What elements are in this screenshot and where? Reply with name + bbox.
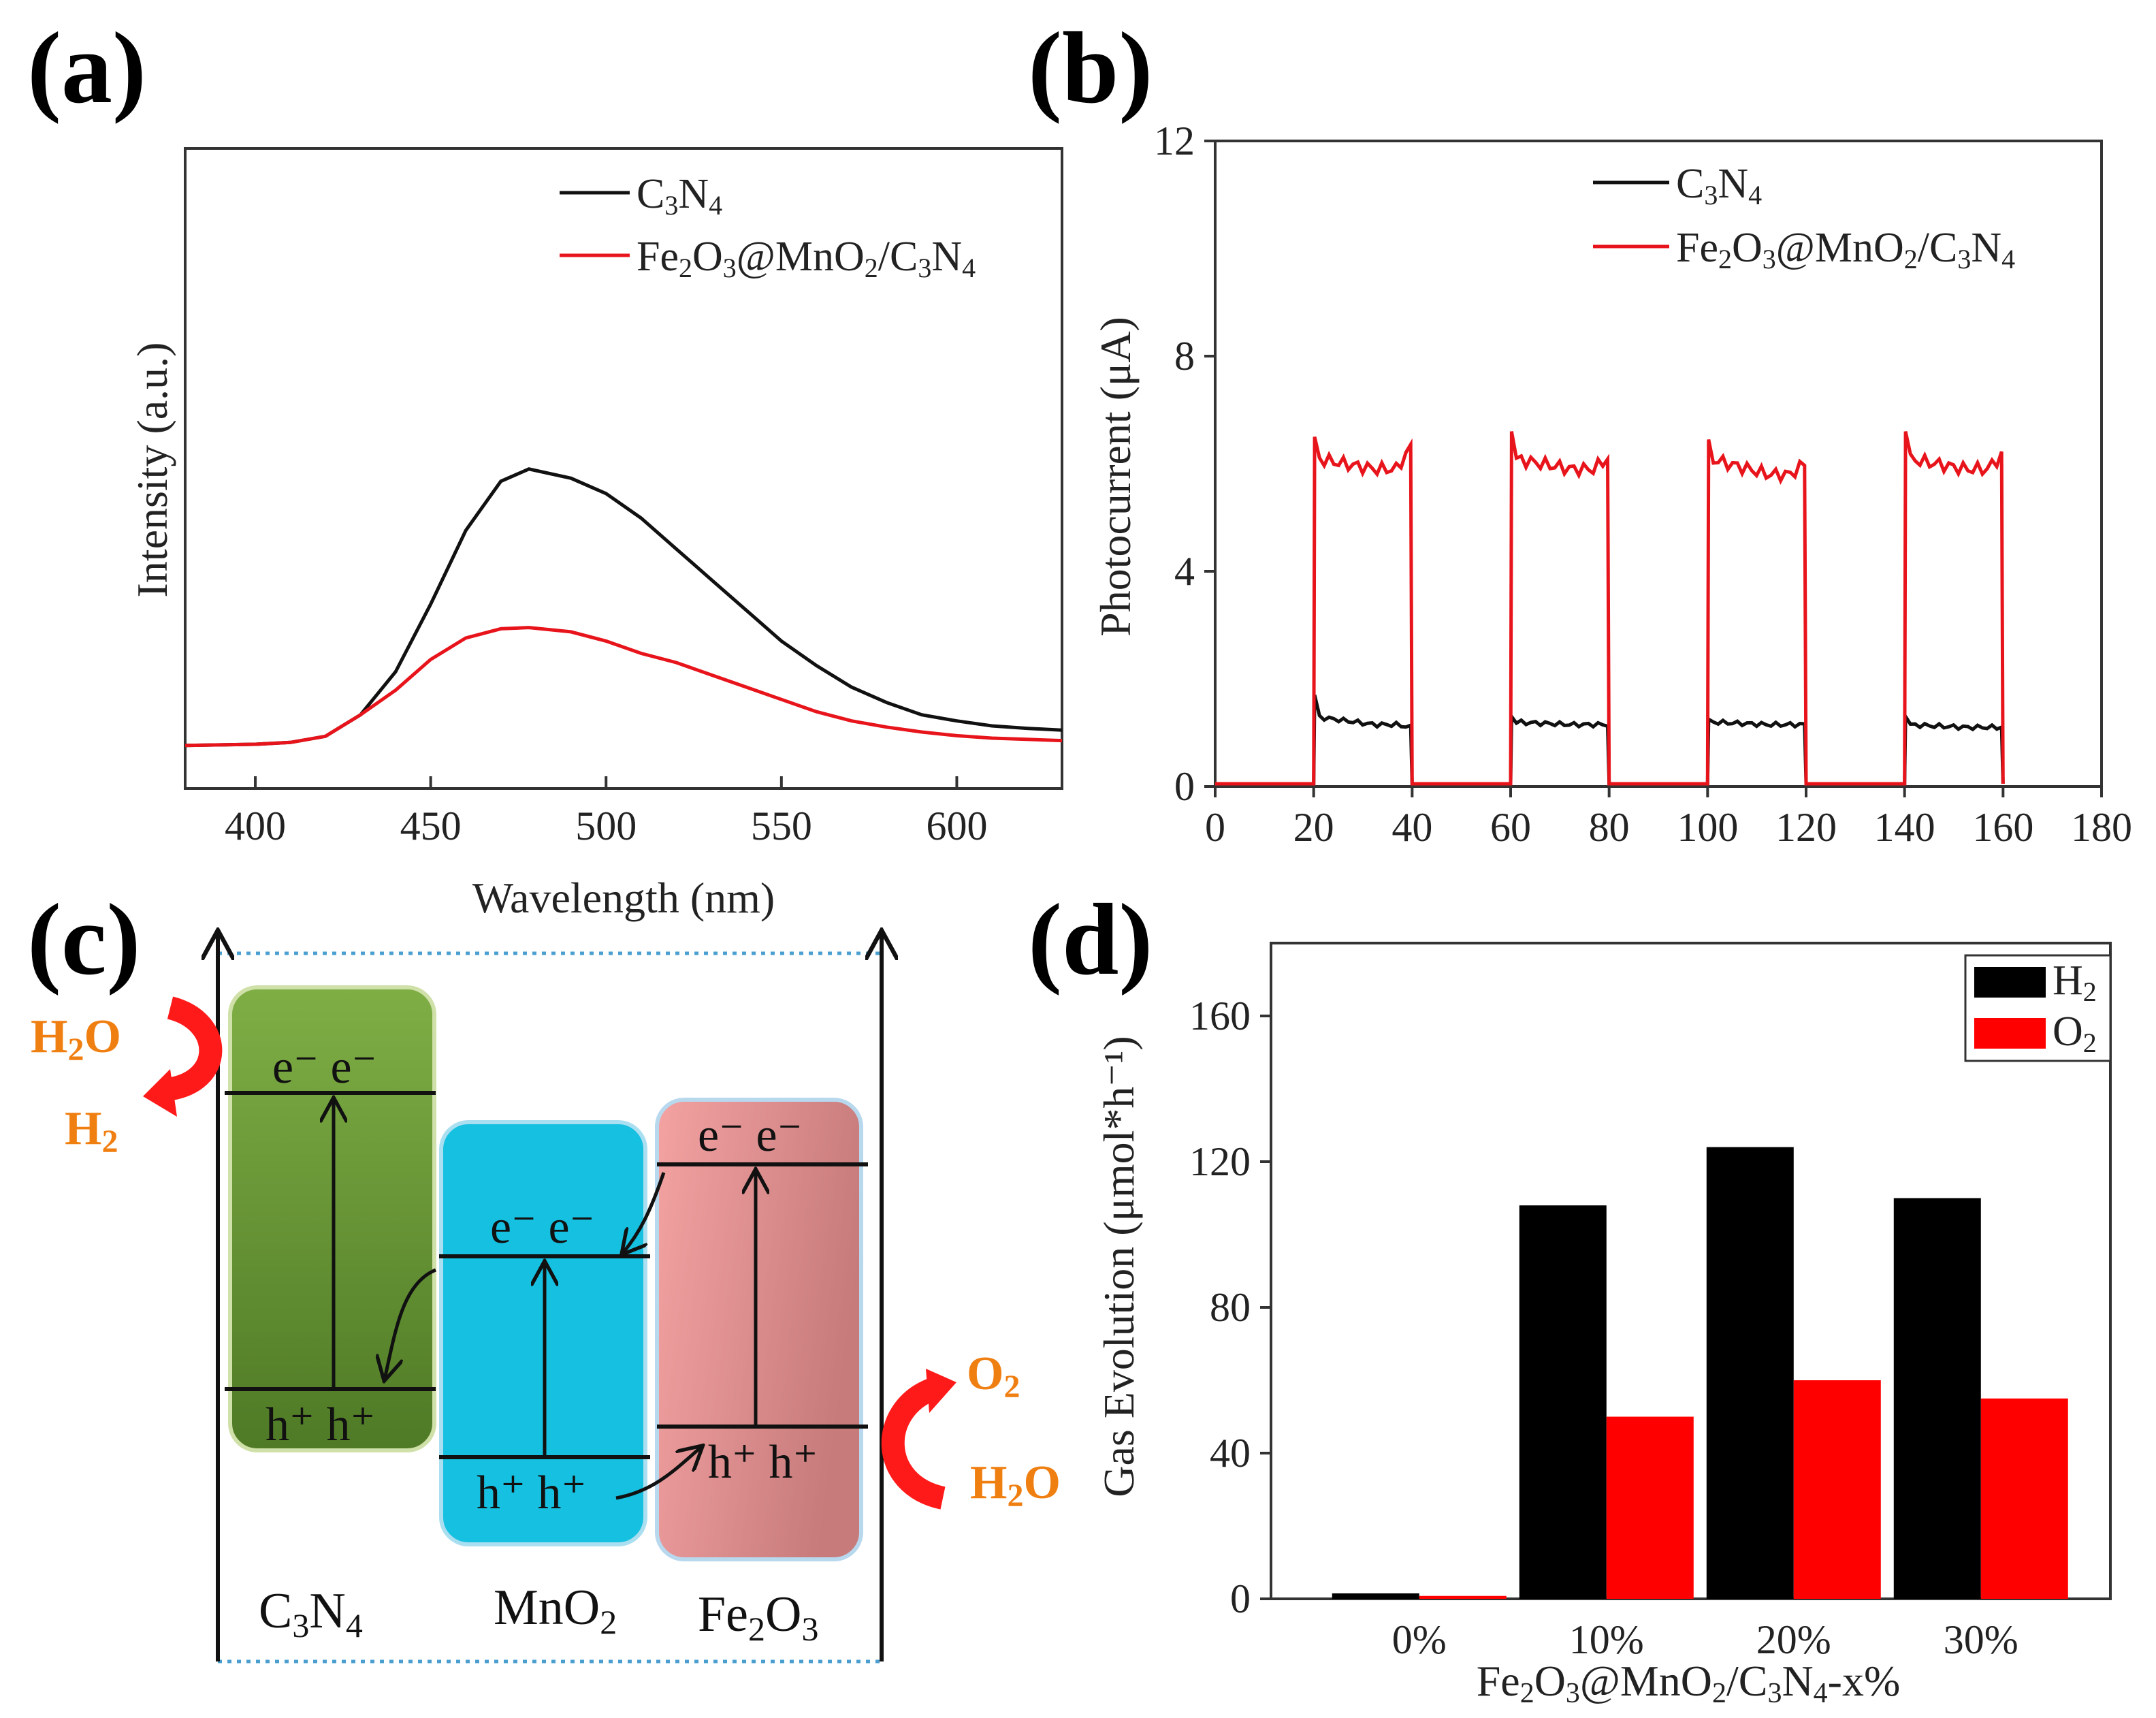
b-x-tick-label: 0 [1205,805,1225,850]
d-bar-h2-1 [1519,1205,1607,1599]
d-axes: 0 40 80 120 160 0% 10% 20% 30% [1189,993,2018,1662]
c-right-input-label: H2O [970,1457,1061,1514]
b-x-tick-label: 160 [1972,805,2033,850]
a-x-axis: 400 450 500 550 600 [225,776,987,848]
d-bars [1332,1147,2068,1599]
d-legend-swatch-o2 [1974,1018,2046,1049]
c-right-red-arrow [881,1378,946,1510]
panel-d: (d) 0 40 80 120 160 0% 10% 20% 30% Fe2O3@MnO2/C3… [1028,883,2112,1709]
d-y-tick-label: 80 [1210,1285,1251,1330]
b-x-tick-label: 140 [1874,805,1935,850]
b-legend-c3n4: C3N4 [1676,161,1762,210]
panel-c-label: (c) [27,883,140,996]
b-x-tick-label: 40 [1391,805,1432,850]
c-left-red-arrowhead [143,1069,177,1117]
panel-c: (c) e⁻ e⁻ h⁺ h⁺ e⁻ e⁻ h⁺ h⁺ e⁻ e⁻ h⁺ h [27,883,1061,1664]
d-bar-o2-3 [1980,1398,2068,1599]
d-legend-swatch-h2 [1974,967,2046,998]
b-y-tick-label: 8 [1174,334,1195,379]
mno2-name: MnO2 [494,1580,617,1641]
b-legend-composite: Fe2O3@MnO2/C3N4 [1676,225,2015,274]
fe2o3-hole-label: h⁺ h⁺ [708,1436,818,1489]
d-y-tick-label: 160 [1189,993,1251,1038]
a-legend-c3n4: C3N4 [637,171,722,221]
panel-d-label: (d) [1028,883,1153,996]
a-series-line-1 [184,626,1063,748]
mno2-electron-label: e⁻ e⁻ [490,1201,595,1254]
d-x-tick-label: 30% [1944,1617,2018,1662]
d-y-tick-label: 0 [1230,1576,1251,1621]
b-x-tick-label: 60 [1490,805,1531,850]
b-y-tick-label: 0 [1174,764,1195,809]
fe2o3-electron-label: e⁻ e⁻ [698,1109,803,1162]
c3n4-hole-label: h⁺ h⁺ [266,1399,375,1451]
mno2-to-fe2o3-hole-arrow [615,1447,701,1500]
c3n4-electron-label: e⁻ e⁻ [272,1041,377,1094]
a-legend-composite: Fe2O3@MnO2/C3N4 [637,234,976,283]
fe2o3-name: Fe2O3 [698,1587,818,1648]
b-x-tick-label: 20 [1293,805,1334,850]
c-left-input-label: H2O [31,1011,121,1068]
b-y-axis-title: Photocurrent (μA) [1091,317,1140,637]
d-bar-h2-3 [1893,1198,1981,1599]
a-legend: C3N4 Fe2O3@MnO2/C3N4 [560,171,976,283]
fe2o3-band-box [655,1098,863,1561]
a-x-tick-label: 550 [751,804,812,848]
b-legend: C3N4 Fe2O3@MnO2/C3N4 [1593,161,2015,274]
d-x-tick-label: 0% [1392,1617,1447,1662]
b-y-tick-label: 12 [1154,118,1195,163]
a-x-tick-label: 450 [400,804,462,848]
d-x-tick-label: 20% [1756,1617,1831,1662]
a-x-tick-label: 600 [926,804,987,848]
a-series [184,467,1063,748]
c-left-output-label: H2 [65,1102,118,1160]
b-series-line-1 [1215,431,2005,786]
a-x-tick-label: 500 [575,804,637,848]
d-bar-o2-1 [1606,1416,1694,1599]
fe2o3-to-mno2-electron-arrow [623,1172,666,1253]
panel-a-label: (a) [27,12,146,125]
c-right-output-label: O2 [967,1348,1020,1405]
d-bar-h2-0 [1332,1593,1419,1599]
d-y-axis-title: Gas Evolution (μmol*h⁻¹) [1095,1036,1143,1497]
d-bar-o2-2 [1793,1380,1881,1599]
d-legend-h2: H2 [2053,957,2097,1007]
c-right-red-arrowhead [926,1369,956,1413]
a-series-line-0 [184,467,1063,748]
d-x-axis-title: Fe2O3@MnO2/C3N4-x% [1477,1657,1901,1709]
plot-b-frame [1214,140,2103,788]
plot-a-frame [184,147,1063,790]
a-x-tick-label: 400 [225,804,286,848]
d-x-tick-label: 10% [1569,1617,1644,1662]
d-bar-h2-2 [1706,1147,1794,1599]
c-left-red-arrow [165,996,223,1101]
b-x-tick-label: 80 [1589,805,1630,850]
mno2-hole-label: h⁺ h⁺ [477,1467,586,1519]
mno2-to-c3n4-electron-arrow [385,1268,436,1379]
b-x-tick-label: 120 [1775,805,1837,850]
b-y-tick-label: 4 [1174,549,1195,594]
c3n4-name: C3N4 [259,1583,363,1644]
b-x-tick-label: 100 [1677,805,1738,850]
panel-a: (a) 400 450 500 550 600 Wavelength (nm) Inte… [27,12,1063,922]
panel-b-label: (b) [1028,12,1153,125]
d-bar-o2-0 [1419,1595,1507,1599]
panel-b: (b) 0 20 40 60 80 100 120 140 160 180 0 4 8 12 Photoc… [1028,12,2132,850]
a-x-axis-title: Wavelength (nm) [472,874,775,922]
b-x-tick-label: 180 [2071,805,2132,850]
b-axes: 0 20 40 60 80 100 120 140 160 180 0 4 8 12 [1154,118,2132,850]
d-y-tick-label: 120 [1189,1139,1251,1184]
b-series [1215,431,2005,786]
a-y-axis-title: Intensity (a.u.) [128,343,176,598]
d-y-tick-label: 40 [1210,1431,1251,1476]
